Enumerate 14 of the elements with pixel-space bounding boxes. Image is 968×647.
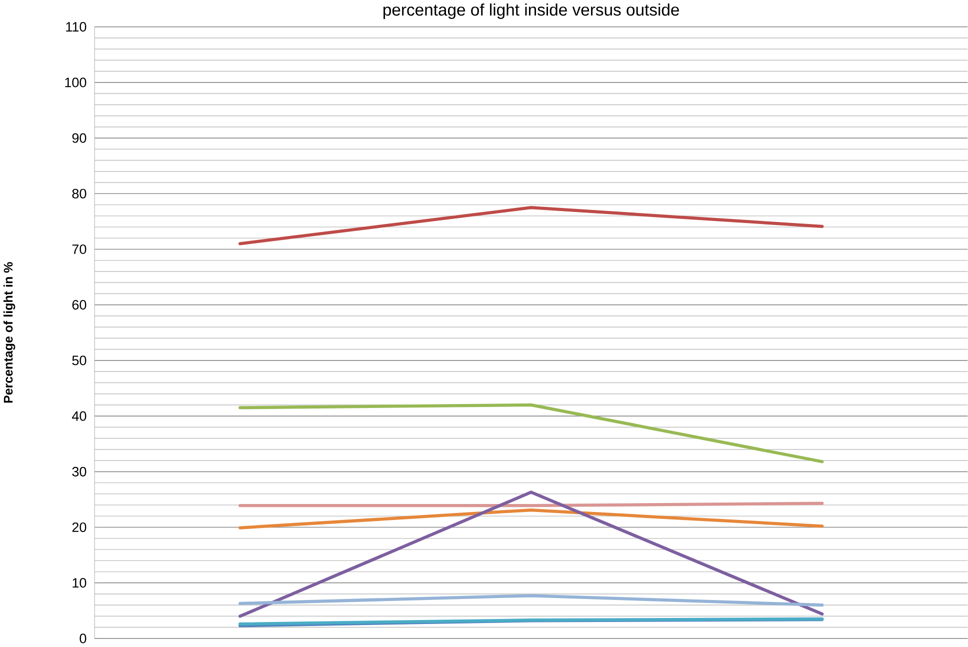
y-tick-label: 30 (72, 466, 86, 477)
y-tick-label: 110 (66, 22, 86, 32)
y-tick-label: 10 (72, 578, 86, 588)
chart-title: percentage of light inside versus outside (383, 4, 679, 20)
y-tick-label: 100 (65, 78, 86, 88)
y-tick-label: 80 (72, 188, 86, 199)
y-tick-label: 90 (72, 133, 86, 143)
y-tick-label: 70 (72, 244, 86, 254)
y-tick-label: 20 (72, 522, 86, 532)
y-tick-label: 60 (72, 300, 86, 310)
y-tick-label: 0 (80, 634, 86, 644)
y-tick-label: 50 (72, 356, 86, 366)
y-axis-title: Percentage of light in % (3, 262, 16, 403)
y-tick-label: 40 (72, 411, 86, 421)
